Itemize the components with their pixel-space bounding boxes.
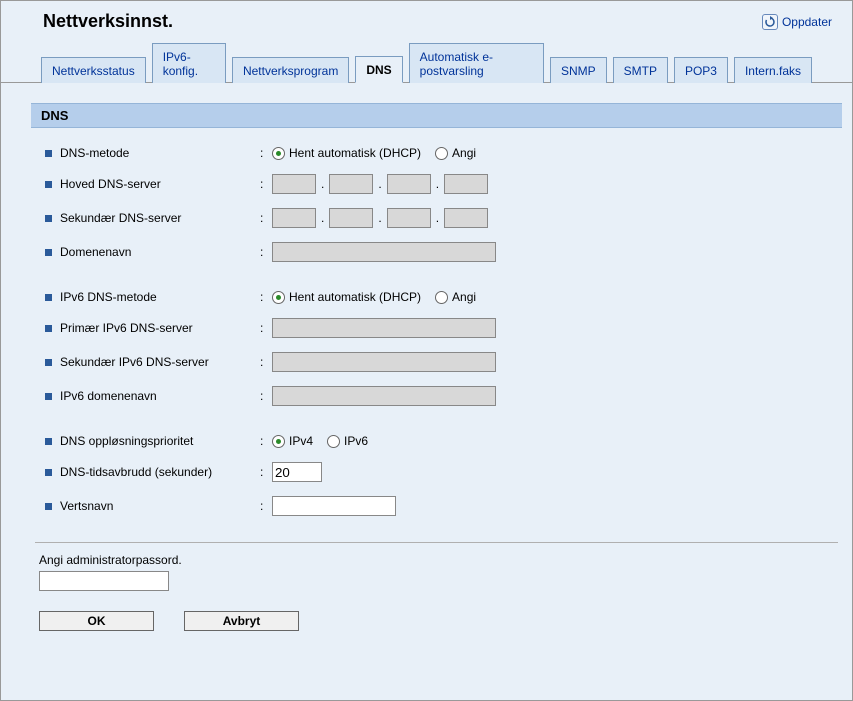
page-title: Nettverksinnst. xyxy=(43,11,173,32)
secondary-dns-octet-2[interactable] xyxy=(329,208,373,228)
refresh-button[interactable]: Oppdater xyxy=(762,14,832,30)
row-dns-method: DNS-metode : Hent automatisk (DHCP) Angi xyxy=(31,146,842,160)
bullet-icon xyxy=(45,503,52,510)
primary-dns-octet-1[interactable] xyxy=(272,174,316,194)
tab-internfaks[interactable]: Intern.faks xyxy=(734,57,812,83)
radio-label-ipv6-specify: Angi xyxy=(452,290,476,304)
secondary-dns-octet-3[interactable] xyxy=(387,208,431,228)
hostname-input[interactable] xyxy=(272,496,396,516)
primary-dns-octet-2[interactable] xyxy=(329,174,373,194)
radio-priority-ipv4[interactable] xyxy=(272,435,285,448)
divider xyxy=(35,542,838,543)
radio-label-dns-dhcp: Hent automatisk (DHCP) xyxy=(289,146,421,160)
bullet-icon xyxy=(45,215,52,222)
label-ipv6-secondary: Sekundær IPv6 DNS-server xyxy=(60,355,209,369)
tab-ipv6-konfig[interactable]: IPv6-konfig. xyxy=(152,43,226,83)
network-settings-panel: Nettverksinnst. Oppdater Nettverksstatus… xyxy=(0,0,853,701)
radio-ipv6-specify[interactable] xyxy=(435,291,448,304)
tab-snmp[interactable]: SNMP xyxy=(550,57,607,83)
admin-password-input[interactable] xyxy=(39,571,169,591)
row-hostname: Vertsnavn : xyxy=(31,496,842,516)
label-dns-timeout: DNS-tidsavbrudd (sekunder) xyxy=(60,465,212,479)
ok-button[interactable]: OK xyxy=(39,611,154,631)
row-secondary-dns: Sekundær DNS-server : . . . xyxy=(31,208,842,228)
tab-pop3[interactable]: POP3 xyxy=(674,57,728,83)
admin-section: Angi administratorpassord. xyxy=(31,553,842,591)
radio-label-priority-ipv4: IPv4 xyxy=(289,434,313,448)
primary-dns-octet-3[interactable] xyxy=(387,174,431,194)
content-area: DNS DNS-metode : Hent automatisk (DHCP) … xyxy=(1,83,852,641)
bullet-icon xyxy=(45,469,52,476)
label-primary-dns: Hoved DNS-server xyxy=(60,177,161,191)
tab-smtp[interactable]: SMTP xyxy=(613,57,668,83)
refresh-label: Oppdater xyxy=(782,15,832,29)
radio-dns-specify[interactable] xyxy=(435,147,448,160)
row-ipv6-secondary: Sekundær IPv6 DNS-server : xyxy=(31,352,842,372)
tab-bar: Nettverksstatus IPv6-konfig. Nettverkspr… xyxy=(1,42,852,83)
cancel-button[interactable]: Avbryt xyxy=(184,611,299,631)
radio-priority-ipv6[interactable] xyxy=(327,435,340,448)
bullet-icon xyxy=(45,359,52,366)
domain-name-input[interactable] xyxy=(272,242,496,262)
tab-nettverksprogram[interactable]: Nettverksprogram xyxy=(232,57,349,83)
label-ipv6-primary: Primær IPv6 DNS-server xyxy=(60,321,193,335)
secondary-dns-octet-1[interactable] xyxy=(272,208,316,228)
bullet-icon xyxy=(45,325,52,332)
row-ipv6-primary: Primær IPv6 DNS-server : xyxy=(31,318,842,338)
label-ipv6-dns-method: IPv6 DNS-metode xyxy=(60,290,157,304)
refresh-icon xyxy=(762,14,778,30)
label-dns-method: DNS-metode xyxy=(60,146,129,160)
radio-label-priority-ipv6: IPv6 xyxy=(344,434,368,448)
tab-dns[interactable]: DNS xyxy=(355,56,402,83)
radio-ipv6-dhcp[interactable] xyxy=(272,291,285,304)
label-dns-priority: DNS oppløsningsprioritet xyxy=(60,434,193,448)
row-ipv6-dns-method: IPv6 DNS-metode : Hent automatisk (DHCP)… xyxy=(31,290,842,304)
radio-label-ipv6-dhcp: Hent automatisk (DHCP) xyxy=(289,290,421,304)
admin-password-label: Angi administratorpassord. xyxy=(39,553,842,567)
label-domain-name: Domenenavn xyxy=(60,245,131,259)
row-ipv6-domain: IPv6 domenenavn : xyxy=(31,386,842,406)
row-domain-name: Domenenavn : xyxy=(31,242,842,262)
row-dns-timeout: DNS-tidsavbrudd (sekunder) : xyxy=(31,462,842,482)
label-hostname: Vertsnavn xyxy=(60,499,113,513)
label-secondary-dns: Sekundær DNS-server xyxy=(60,211,181,225)
bullet-icon xyxy=(45,294,52,301)
row-primary-dns: Hoved DNS-server : . . . xyxy=(31,174,842,194)
bullet-icon xyxy=(45,393,52,400)
bullet-icon xyxy=(45,181,52,188)
secondary-dns-octet-4[interactable] xyxy=(444,208,488,228)
tab-epostvarsling[interactable]: Automatisk e-postvarsling xyxy=(409,43,544,83)
tab-nettverksstatus[interactable]: Nettverksstatus xyxy=(41,57,146,83)
bullet-icon xyxy=(45,249,52,256)
row-dns-priority: DNS oppløsningsprioritet : IPv4 IPv6 xyxy=(31,434,842,448)
ipv6-secondary-input[interactable] xyxy=(272,352,496,372)
button-row: OK Avbryt xyxy=(31,611,842,631)
header: Nettverksinnst. Oppdater xyxy=(1,1,852,42)
radio-dns-dhcp[interactable] xyxy=(272,147,285,160)
ipv6-primary-input[interactable] xyxy=(272,318,496,338)
dns-timeout-input[interactable] xyxy=(272,462,322,482)
primary-dns-octet-4[interactable] xyxy=(444,174,488,194)
label-ipv6-domain: IPv6 domenenavn xyxy=(60,389,157,403)
radio-label-dns-specify: Angi xyxy=(452,146,476,160)
section-title: DNS xyxy=(31,103,842,128)
bullet-icon xyxy=(45,150,52,157)
bullet-icon xyxy=(45,438,52,445)
ipv6-domain-input[interactable] xyxy=(272,386,496,406)
